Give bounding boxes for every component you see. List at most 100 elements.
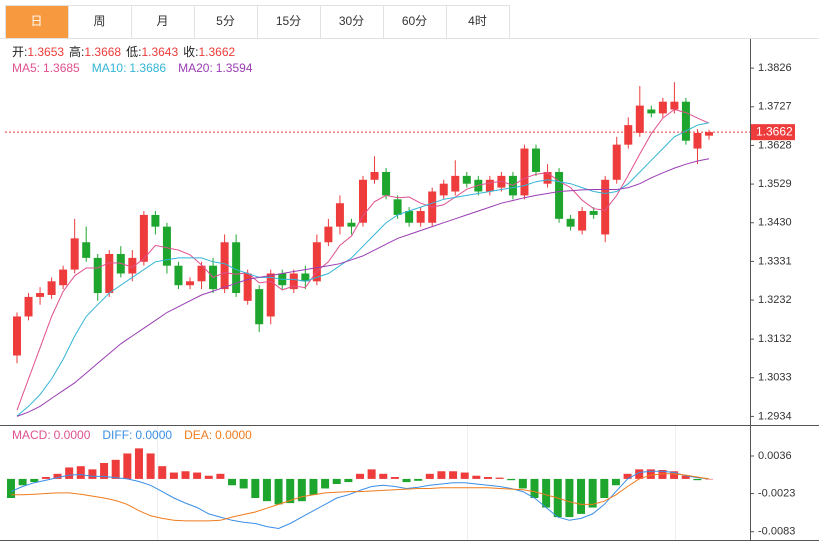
macd-bar: [693, 478, 702, 481]
macd-bar: [611, 478, 620, 486]
ma-line: [16, 108, 710, 411]
macd-bar: [472, 475, 481, 479]
candle-body: [612, 144, 621, 180]
tab[interactable]: [131, 5, 195, 39]
candle-body: [566, 218, 575, 227]
candle-body: [301, 273, 310, 282]
tab-label[interactable]: 日: [30, 14, 42, 28]
candle-body: [393, 199, 402, 215]
macd-bar: [274, 478, 283, 505]
last-price-label: 1.3662: [756, 124, 793, 138]
macd-bar: [297, 478, 306, 502]
candle-body: [635, 105, 644, 133]
tab-label[interactable]: 4时: [468, 14, 487, 28]
macd-bar: [460, 472, 469, 479]
macd-bar: [425, 473, 434, 479]
legend-text: 低:: [126, 45, 141, 59]
legend-text: 1.3686: [129, 61, 166, 75]
y-tick-label: 1.3727: [758, 101, 792, 113]
tab[interactable]: [257, 5, 321, 39]
macd-bar: [193, 472, 202, 479]
macd-bar: [414, 478, 423, 481]
macd-bar: [169, 472, 178, 479]
candle-body: [162, 226, 171, 266]
macd-bar: [204, 475, 213, 479]
candle-body: [520, 148, 529, 196]
macd-bar: [390, 477, 399, 479]
candle-body: [578, 211, 587, 231]
candle-body: [186, 281, 194, 286]
candle-body: [485, 179, 494, 192]
macd-bar: [332, 478, 341, 484]
macd-bar: [65, 467, 74, 479]
macd-bar: [577, 478, 586, 514]
candle-body: [335, 203, 344, 227]
candle-body: [70, 238, 79, 270]
macd-bar: [309, 478, 318, 495]
tab-label[interactable]: 月: [156, 14, 168, 28]
tab[interactable]: [446, 5, 510, 39]
tab-label[interactable]: 30分: [339, 14, 364, 28]
macd-bar: [402, 478, 411, 483]
candle-body: [255, 289, 264, 325]
macd-bar: [542, 478, 551, 508]
legend-text: 高:: [69, 44, 84, 59]
candle-body: [59, 269, 68, 286]
macd-bar: [635, 469, 644, 479]
candle-body: [128, 257, 137, 274]
legend-text: 1.3685: [43, 61, 80, 75]
macd-bar: [530, 478, 539, 498]
tab[interactable]: [194, 5, 258, 39]
candle-body: [243, 273, 252, 301]
macd-bar: [111, 459, 120, 479]
legend-text: MA5:: [12, 61, 40, 75]
macd-bar: [670, 471, 679, 479]
y-tick-label: 1.3628: [758, 139, 792, 151]
ma-line: [16, 122, 710, 417]
macd-bar: [600, 478, 609, 498]
y-tick-label: 1.2934: [758, 410, 792, 422]
macd-bar: [216, 473, 225, 479]
candle-body: [532, 148, 540, 172]
legend-text: 0.0000: [54, 428, 91, 442]
y-tick-label: 1.3430: [758, 217, 792, 229]
macd-bar: [379, 473, 388, 479]
candle-body: [47, 281, 56, 295]
tab-label[interactable]: 15分: [276, 14, 301, 28]
y-tick-label: 1.3529: [758, 178, 792, 190]
candle-body: [681, 101, 690, 141]
tab[interactable]: [320, 5, 384, 39]
tab-label[interactable]: 60分: [402, 14, 427, 28]
tab[interactable]: [68, 5, 132, 39]
candle-body: [670, 101, 679, 110]
y-tick-label: 0.0036: [758, 450, 792, 462]
tab[interactable]: [383, 5, 447, 39]
tab-label[interactable]: 5分: [216, 14, 235, 28]
candle-body: [197, 265, 206, 282]
candle-body: [82, 242, 91, 258]
candle-body: [359, 179, 367, 223]
candle-body: [24, 296, 33, 317]
legend-text: 0.0000: [215, 428, 252, 442]
legend-text: 开:: [12, 45, 27, 59]
tab-label[interactable]: 周: [93, 14, 105, 28]
legend-text: 1.3668: [84, 45, 121, 59]
candle-body: [105, 253, 114, 294]
y-tick-label: 1.3132: [758, 333, 792, 345]
candle-body: [382, 171, 391, 196]
candle-body: [312, 242, 321, 282]
legend-text: 1.3653: [27, 45, 64, 59]
candle-body: [405, 211, 414, 223]
y-tick-label: 1.3232: [758, 294, 792, 306]
macd-bar: [646, 469, 655, 479]
candle-body: [658, 101, 667, 114]
macd-line: [11, 473, 710, 522]
legend-text: DIFF:: [102, 428, 132, 442]
y-tick-label: 1.3826: [758, 62, 792, 74]
legend-text: MACD:: [12, 428, 51, 442]
macd-bar: [134, 448, 143, 479]
candle-body: [36, 293, 45, 297]
candle-body: [324, 226, 333, 243]
macd-bar: [239, 478, 248, 489]
